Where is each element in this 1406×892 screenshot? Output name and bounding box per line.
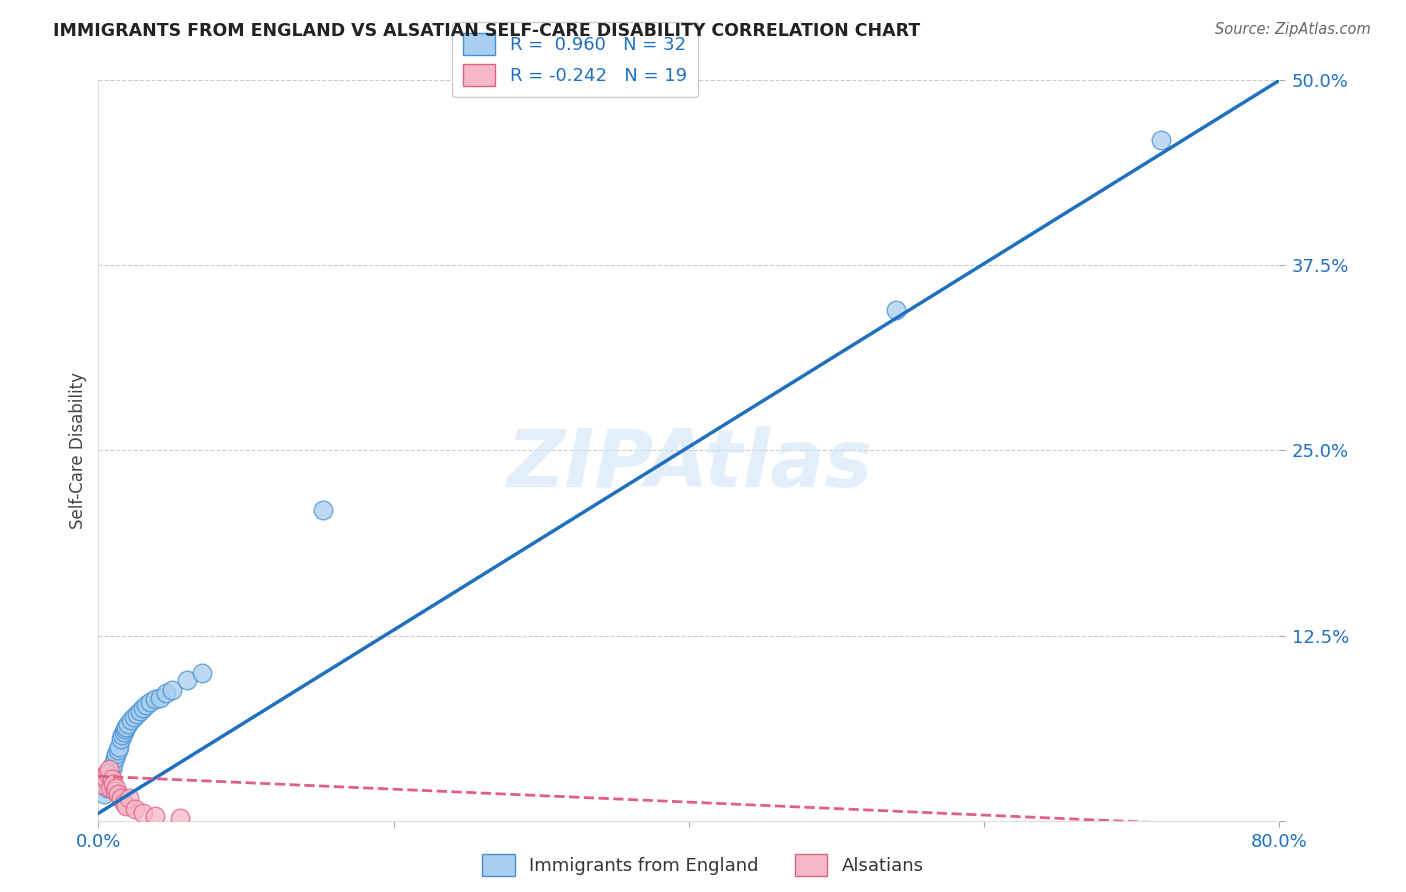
Point [90, 776, 112, 791]
Point [97, 762, 120, 776]
Point [117, 717, 139, 731]
Point [124, 802, 146, 816]
Text: Source: ZipAtlas.com: Source: ZipAtlas.com [1215, 22, 1371, 37]
Point [132, 701, 155, 715]
Point [155, 686, 177, 700]
Point [139, 695, 162, 709]
Point [115, 720, 138, 734]
Point [111, 728, 134, 742]
Text: ZIPAtlas: ZIPAtlas [506, 426, 872, 504]
Point [312, 502, 335, 516]
Point [97, 772, 120, 787]
Point [108, 739, 131, 754]
Point [162, 683, 183, 698]
Point [103, 757, 125, 772]
Point [120, 713, 142, 727]
Point [122, 710, 145, 724]
Point [105, 780, 128, 795]
Point [1150, 132, 1173, 146]
Point [96, 780, 118, 795]
Point [93, 787, 115, 801]
Point [100, 762, 122, 776]
Point [118, 791, 141, 805]
Point [112, 796, 135, 810]
Point [135, 698, 157, 713]
Point [169, 811, 191, 825]
Point [132, 806, 155, 821]
Point [884, 302, 907, 317]
Point [128, 704, 150, 718]
Point [114, 722, 136, 736]
Point [98, 780, 121, 795]
Point [104, 784, 127, 798]
Legend: Immigrants from England, Alsatians: Immigrants from England, Alsatians [475, 847, 931, 883]
Point [107, 787, 129, 801]
Point [100, 772, 122, 787]
Point [94, 772, 117, 787]
Point [143, 692, 166, 706]
Point [103, 776, 125, 791]
Text: IMMIGRANTS FROM ENGLAND VS ALSATIAN SELF-CARE DISABILITY CORRELATION CHART: IMMIGRANTS FROM ENGLAND VS ALSATIAN SELF… [53, 22, 921, 40]
Point [93, 769, 115, 783]
Point [105, 747, 128, 761]
Point [191, 665, 214, 680]
Point [104, 751, 127, 765]
Point [96, 766, 118, 780]
Point [125, 706, 148, 721]
Point [143, 809, 166, 823]
Point [110, 791, 132, 805]
Point [98, 766, 121, 780]
Point [107, 742, 129, 756]
Point [176, 673, 198, 687]
Point [110, 732, 132, 747]
Point [112, 724, 135, 739]
Point [149, 690, 172, 705]
Point [115, 798, 138, 813]
Y-axis label: Self-Care Disability: Self-Care Disability [69, 372, 87, 529]
